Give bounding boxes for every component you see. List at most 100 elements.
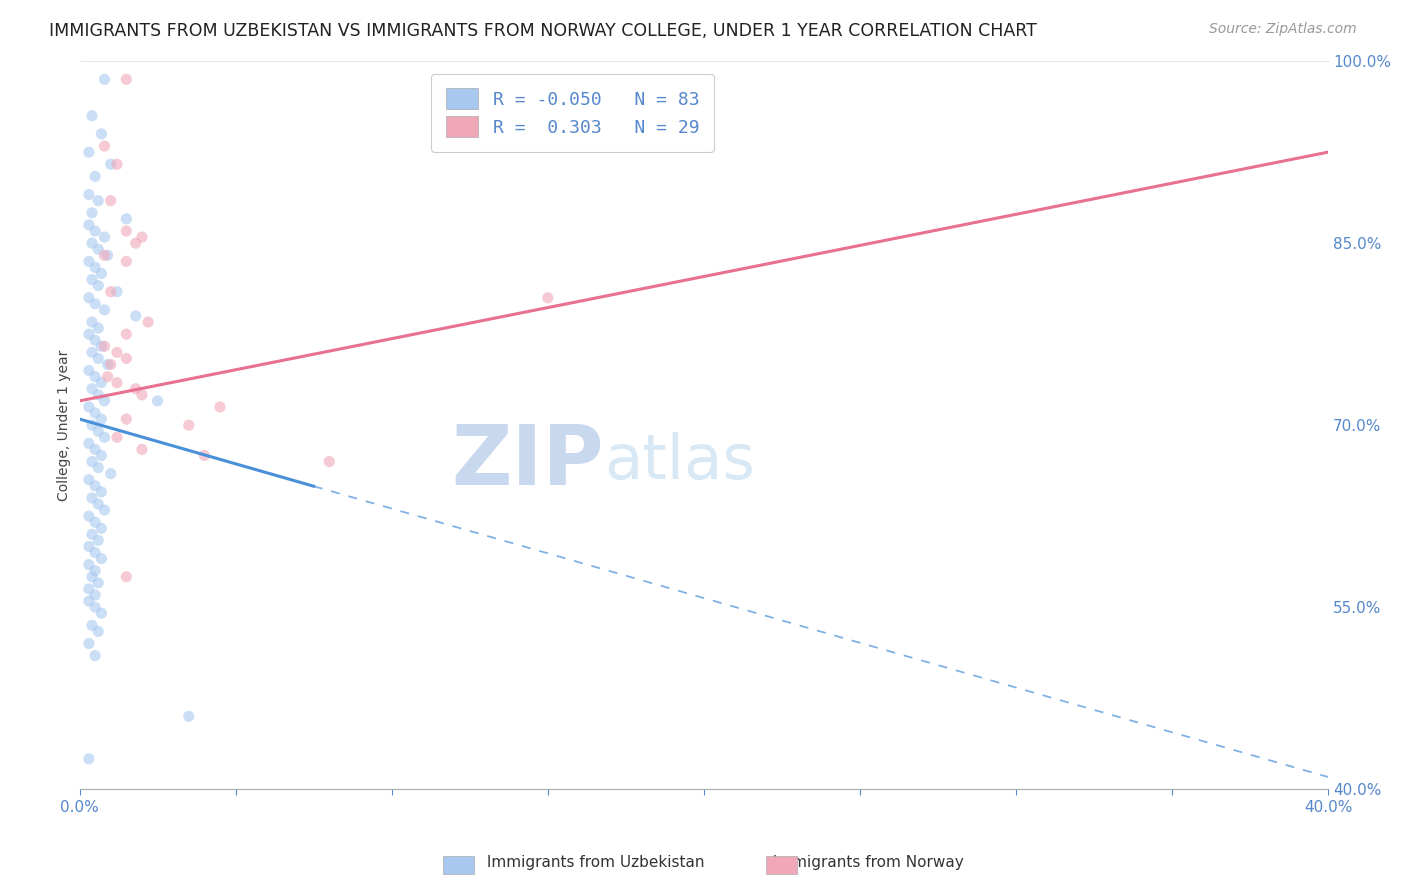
- Point: [77, 473, 100, 487]
- Point: [87, 278, 110, 293]
- Point: [93, 302, 115, 317]
- Point: [80, 315, 103, 329]
- Point: [105, 376, 128, 390]
- Point: [77, 540, 100, 554]
- Point: [93, 393, 115, 408]
- Point: [93, 248, 115, 262]
- Point: [131, 388, 153, 402]
- Point: [90, 127, 112, 141]
- Point: [87, 321, 110, 335]
- Point: [77, 327, 100, 342]
- Point: [77, 436, 100, 450]
- Point: [100, 358, 122, 372]
- Point: [90, 376, 112, 390]
- Point: [318, 454, 340, 468]
- Point: [77, 291, 100, 305]
- Point: [77, 145, 100, 160]
- Point: [125, 382, 148, 396]
- Point: [100, 285, 122, 299]
- Point: [77, 582, 100, 596]
- Point: [97, 369, 120, 384]
- Point: [77, 187, 100, 202]
- Point: [87, 424, 110, 438]
- Point: [93, 503, 115, 517]
- Point: [80, 527, 103, 541]
- Point: [100, 194, 122, 208]
- Point: [77, 636, 100, 650]
- Point: [87, 194, 110, 208]
- Point: [84, 648, 107, 663]
- Point: [84, 442, 107, 457]
- Point: [90, 449, 112, 463]
- Point: [77, 558, 100, 572]
- Point: [115, 327, 138, 342]
- Point: [93, 139, 115, 153]
- Point: [80, 206, 103, 220]
- Point: [115, 72, 138, 87]
- Point: [97, 248, 120, 262]
- Point: [84, 406, 107, 420]
- Point: [77, 254, 100, 268]
- Point: [146, 393, 169, 408]
- Point: [115, 412, 138, 426]
- Point: [87, 624, 110, 639]
- Point: [80, 236, 103, 251]
- Point: [90, 412, 112, 426]
- Point: [93, 230, 115, 244]
- Point: [90, 267, 112, 281]
- Point: [90, 606, 112, 620]
- Point: [90, 551, 112, 566]
- Point: [80, 418, 103, 433]
- Point: [80, 491, 103, 505]
- Point: [136, 315, 159, 329]
- Point: [84, 515, 107, 529]
- Point: [80, 618, 103, 632]
- Point: [87, 533, 110, 548]
- Point: [84, 600, 107, 615]
- Point: [77, 218, 100, 232]
- Point: [84, 333, 107, 347]
- Point: [84, 479, 107, 493]
- Point: [77, 752, 100, 766]
- Text: Source: ZipAtlas.com: Source: ZipAtlas.com: [1209, 22, 1357, 37]
- Point: [80, 570, 103, 584]
- Point: [84, 588, 107, 602]
- Point: [84, 564, 107, 578]
- Point: [87, 388, 110, 402]
- Point: [90, 521, 112, 535]
- Text: ZIP: ZIP: [451, 421, 605, 502]
- Point: [208, 400, 231, 414]
- Point: [77, 594, 100, 608]
- Point: [77, 400, 100, 414]
- Point: [77, 509, 100, 524]
- Point: [90, 484, 112, 499]
- Point: [93, 72, 115, 87]
- Point: [93, 430, 115, 444]
- Point: [77, 363, 100, 377]
- Point: [105, 430, 128, 444]
- Point: [115, 254, 138, 268]
- Text: atlas: atlas: [605, 432, 755, 491]
- Point: [84, 224, 107, 238]
- Point: [105, 345, 128, 359]
- Point: [105, 157, 128, 171]
- Point: [84, 545, 107, 559]
- Point: [93, 339, 115, 353]
- Point: [80, 272, 103, 286]
- Point: [84, 260, 107, 275]
- Y-axis label: College, Under 1 year: College, Under 1 year: [58, 350, 72, 500]
- Point: [131, 230, 153, 244]
- Point: [84, 169, 107, 184]
- Point: [80, 345, 103, 359]
- Point: [97, 358, 120, 372]
- Point: [87, 460, 110, 475]
- Point: [87, 575, 110, 590]
- Point: [100, 157, 122, 171]
- Legend: R = -0.050   N = 83, R =  0.303   N = 29: R = -0.050 N = 83, R = 0.303 N = 29: [432, 74, 714, 152]
- Point: [87, 351, 110, 366]
- Text: Immigrants from Uzbekistan              Immigrants from Norway: Immigrants from Uzbekistan Immigrants fr…: [443, 855, 963, 870]
- Point: [87, 497, 110, 511]
- Point: [177, 709, 200, 723]
- Point: [84, 297, 107, 311]
- Text: IMMIGRANTS FROM UZBEKISTAN VS IMMIGRANTS FROM NORWAY COLLEGE, UNDER 1 YEAR CORRE: IMMIGRANTS FROM UZBEKISTAN VS IMMIGRANTS…: [49, 22, 1038, 40]
